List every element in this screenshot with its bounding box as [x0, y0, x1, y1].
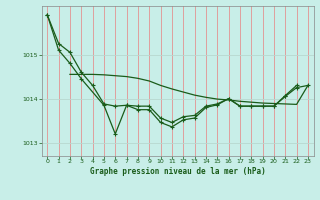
- X-axis label: Graphe pression niveau de la mer (hPa): Graphe pression niveau de la mer (hPa): [90, 167, 266, 176]
